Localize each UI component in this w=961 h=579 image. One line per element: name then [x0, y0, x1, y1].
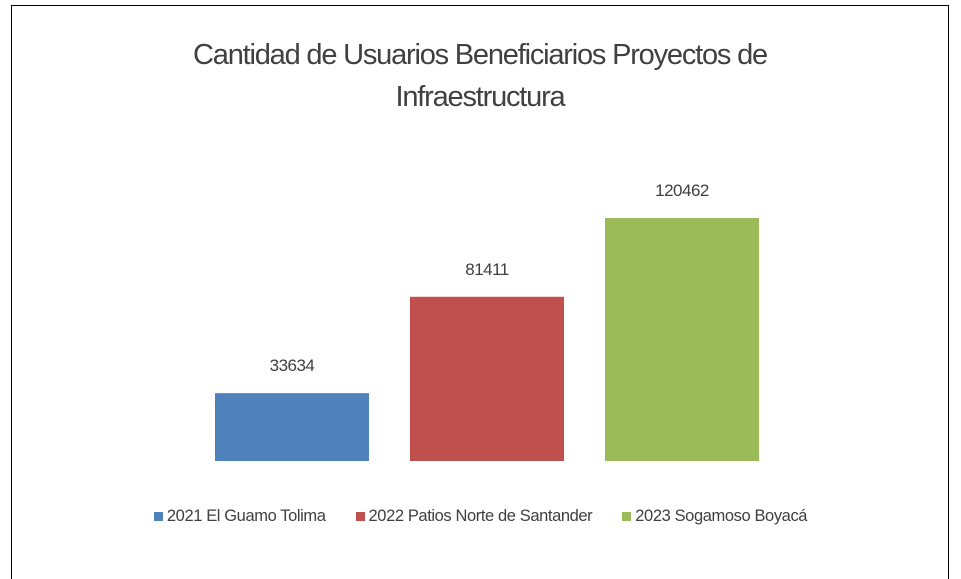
legend-swatch — [153, 512, 163, 521]
bar — [410, 296, 564, 461]
bar — [215, 393, 369, 461]
data-label: 120462 — [655, 181, 709, 200]
legend-item: 2022 Patios Norte de Santander — [355, 507, 593, 526]
legend: 2021 El Guamo Tolima 2022 Patios Norte de… — [0, 507, 961, 526]
data-label: 81411 — [465, 260, 509, 279]
chart-title: Cantidad de Usuarios Beneficiarios Proye… — [193, 39, 768, 113]
legend-label: 2023 Sogamoso Boyacá — [635, 507, 808, 525]
legend-label: 2022 Patios Norte de Santander — [368, 507, 593, 525]
legend-swatch — [355, 512, 365, 521]
legend-swatch — [622, 512, 632, 521]
legend-label: 2021 El Guamo Tolima — [166, 507, 326, 525]
chart-frame — [11, 5, 949, 579]
legend-item: 2021 El Guamo Tolima — [153, 507, 326, 526]
bar — [605, 218, 759, 461]
legend-item: 2023 Sogamoso Boyacá — [622, 507, 807, 526]
data-label: 33634 — [270, 356, 315, 375]
